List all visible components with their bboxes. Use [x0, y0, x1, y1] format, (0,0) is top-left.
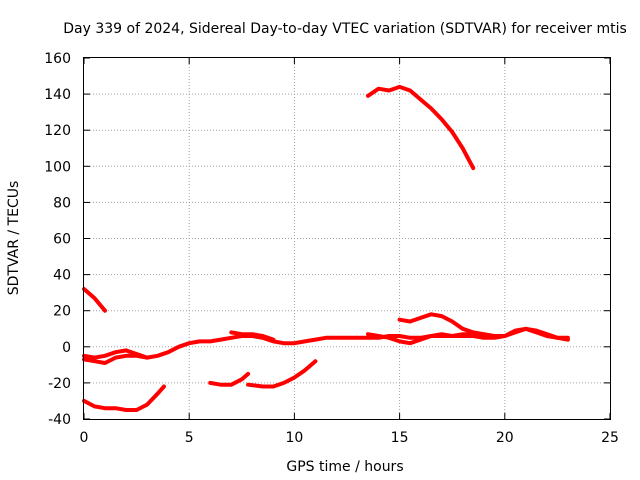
y-tick-label: 160 — [44, 51, 71, 67]
x-tick-label: 0 — [80, 430, 89, 446]
series-arc-10 — [397, 312, 570, 342]
tick-labels: 0 5 10 15 20 25 -40 -20 0 20 40 60 80 100 120 140 160 — [44, 51, 619, 446]
series-arc-6 — [82, 384, 166, 412]
axis-ticks — [83, 57, 611, 420]
x-axis-label: GPS time / hours — [286, 459, 403, 475]
series-arc-9 — [366, 84, 476, 171]
y-tick-label: 140 — [44, 87, 71, 103]
y-tick-label: 100 — [44, 159, 71, 175]
x-tick-label: 5 — [185, 430, 194, 446]
y-tick-label: 120 — [44, 123, 71, 139]
y-tick-label: 60 — [53, 232, 71, 248]
series-arc-1 — [82, 287, 107, 313]
series-arc-8 — [246, 359, 318, 389]
series-arc-4 — [229, 330, 276, 342]
x-tick-label: 15 — [391, 430, 409, 446]
series-arc-5 — [366, 332, 476, 346]
series-arc-3 — [82, 348, 150, 360]
chart-title: Day 339 of 2024, Sidereal Day-to-day VTE… — [63, 21, 627, 37]
x-tick-label: 25 — [601, 430, 619, 446]
series-arc-2 — [82, 326, 570, 365]
y-tick-label: 80 — [53, 195, 71, 211]
x-tick-label: 10 — [285, 430, 303, 446]
y-tick-label: -20 — [48, 376, 71, 392]
y-tick-label: 40 — [53, 268, 71, 284]
y-tick-label: 0 — [62, 340, 71, 356]
y-tick-label: -40 — [48, 412, 71, 428]
series-arc-7 — [208, 371, 251, 387]
plot-frame — [83, 57, 611, 420]
data-series — [82, 84, 570, 412]
x-tick-label: 20 — [496, 430, 514, 446]
gridlines — [84, 58, 610, 419]
y-tick-label: 20 — [53, 304, 71, 320]
y-axis-label: SDTVAR / TECUs — [6, 181, 22, 296]
